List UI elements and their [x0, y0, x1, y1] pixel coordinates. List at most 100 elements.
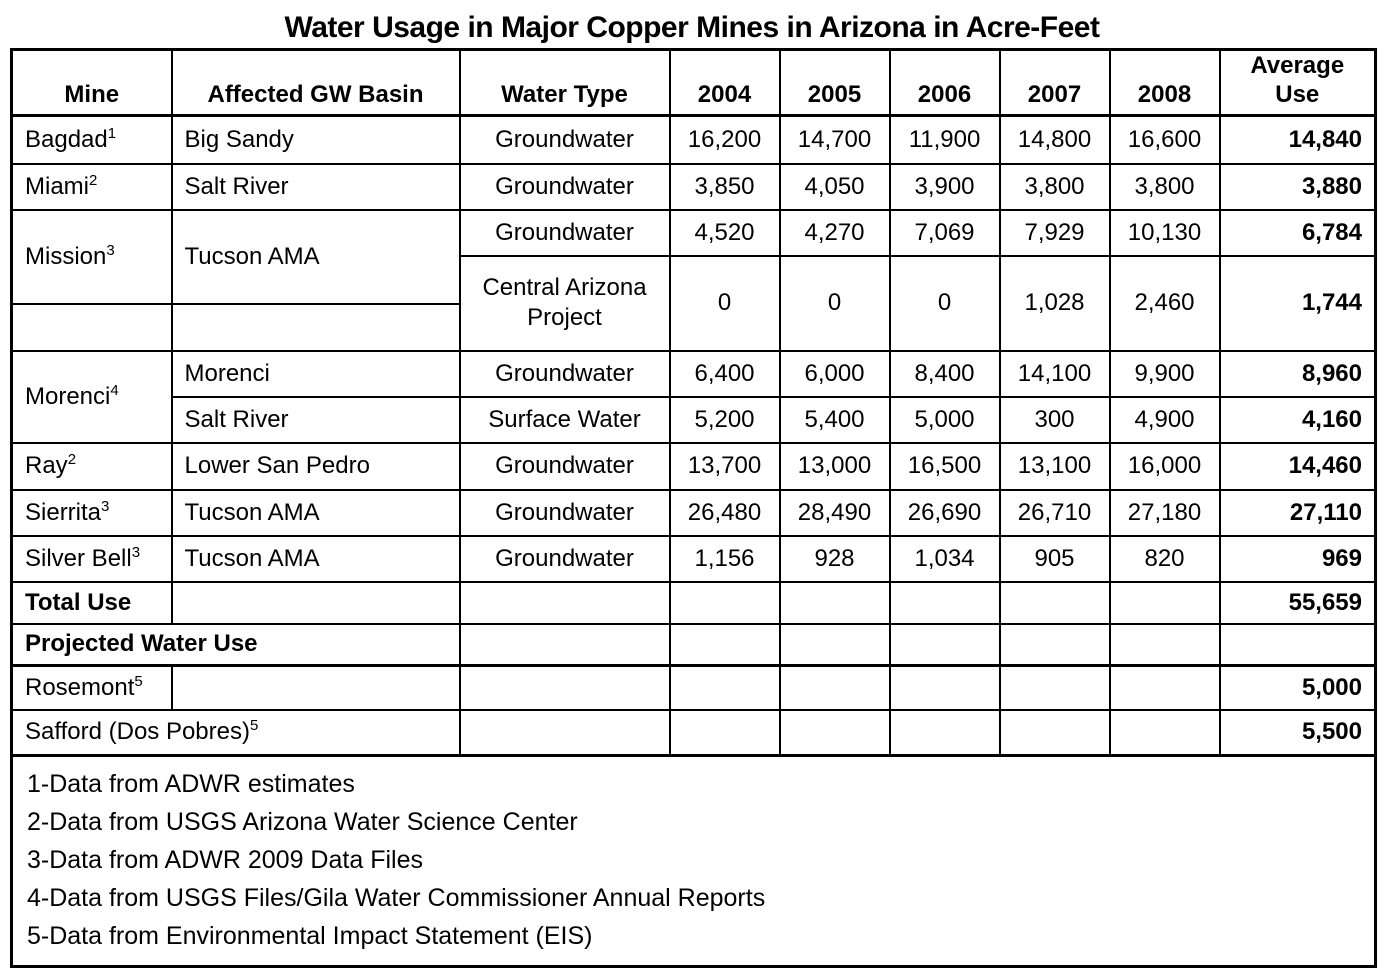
- mine-name: Safford (Dos Pobres): [25, 718, 250, 746]
- footnote-ref: 1: [107, 124, 117, 142]
- water-usage-table: Mine Affected GW Basin Water Type 2004 2…: [10, 48, 1377, 968]
- average-cell: 969: [1218, 534, 1377, 583]
- year-2006-cell: 0: [888, 254, 1001, 352]
- year-2007-cell: 14,800: [998, 114, 1111, 165]
- water-type-cell: Groundwater: [458, 441, 671, 491]
- year-2007-cell-empty: [998, 664, 1111, 711]
- col-header-average-use: Average Use: [1218, 48, 1377, 117]
- mine-name: Miami: [25, 172, 89, 200]
- water-type-cell-empty: [458, 664, 671, 711]
- col-header-2005: 2005: [778, 48, 891, 117]
- row-morenci-groundwater: Morenci4 Morenci Groundwater 6,400 6,000…: [10, 349, 1377, 444]
- mine-cell: Miami2: [10, 162, 173, 211]
- footnote-ref: 3: [101, 497, 110, 515]
- row-morenci-surface: Salt River Surface Water 5,200 5,400 5,0…: [12, 395, 1377, 444]
- year-2008-cell: 16,600: [1108, 114, 1221, 165]
- year-2007-cell: 7,929: [998, 208, 1111, 257]
- basin-cell: Lower San Pedro: [170, 441, 461, 491]
- basin-cell: Morenci: [170, 349, 461, 398]
- table-title: Water Usage in Major Copper Mines in Ari…: [284, 11, 1100, 44]
- safford-value-cell: 5,500: [1218, 708, 1377, 757]
- year-2006-cell-empty: [888, 580, 1001, 625]
- year-2005-cell: 28,490: [778, 488, 891, 537]
- water-type-cell-empty: [458, 622, 671, 667]
- water-type-cell: Groundwater: [458, 208, 671, 257]
- col-header-basin: Affected GW Basin: [170, 48, 461, 117]
- average-cell: 27,110: [1218, 488, 1377, 537]
- col-header-mine: Mine: [10, 48, 173, 117]
- year-2007-cell: 300: [998, 395, 1111, 444]
- mine-cell: Mission3: [10, 208, 173, 305]
- year-2007-cell: 13,100: [998, 441, 1111, 491]
- year-2006-cell-empty: [888, 708, 1001, 757]
- year-2008-cell: 9,900: [1108, 349, 1221, 398]
- row-safford: Safford (Dos Pobres)5 5,500: [10, 708, 1377, 757]
- year-2006-cell: 26,690: [888, 488, 1001, 537]
- footnote-2: 2-Data from USGS Arizona Water Science C…: [27, 808, 578, 836]
- year-2006-cell-empty: [888, 622, 1001, 667]
- year-2006-cell: 3,900: [888, 162, 1001, 211]
- mine-name: Sierrita: [25, 498, 102, 526]
- average-cell: 3,880: [1218, 162, 1377, 211]
- average-cell: 14,460: [1218, 441, 1377, 491]
- row-sierrita: Sierrita3 Tucson AMA Groundwater 26,480 …: [10, 488, 1377, 537]
- year-2004-cell: 13,700: [668, 441, 781, 491]
- mine-cell: Bagdad1: [10, 114, 173, 165]
- footnote-5: 5-Data from Environmental Impact Stateme…: [27, 922, 593, 950]
- year-2006-cell: 16,500: [888, 441, 1001, 491]
- year-2007-cell: 905: [998, 534, 1111, 583]
- average-cell: 1,744: [1218, 254, 1377, 352]
- year-2005-cell: 4,270: [778, 208, 891, 257]
- col-header-2008: 2008: [1108, 48, 1221, 117]
- water-type-cell: Groundwater: [458, 534, 671, 583]
- year-2004-cell: 4,520: [668, 208, 781, 257]
- year-2004-cell-empty: [668, 664, 781, 711]
- year-2004-cell: 26,480: [668, 488, 781, 537]
- row-mission-groundwater: Mission3 Tucson AMA Groundwater 4,520 4,…: [10, 208, 1377, 305]
- col-header-2007: 2007: [998, 48, 1111, 117]
- footnote-3: 3-Data from ADWR 2009 Data Files: [27, 846, 423, 874]
- year-2008-cell: 16,000: [1108, 441, 1221, 491]
- basin-cell: Salt River: [170, 162, 461, 211]
- mine-cell: Ray2: [10, 441, 173, 491]
- row-bagdad: Bagdad1 Big Sandy Groundwater 16,200 14,…: [10, 114, 1377, 165]
- mine-name: Ray: [25, 452, 68, 479]
- average-cell-empty: [1218, 622, 1377, 667]
- water-type-cell: Groundwater: [458, 488, 671, 537]
- year-2006-cell: 11,900: [888, 114, 1001, 165]
- footnote-4: 4-Data from USGS Files/Gila Water Commis…: [27, 884, 766, 912]
- year-2008-cell: 27,180: [1108, 488, 1221, 537]
- row-total-use: Total Use 55,659: [10, 580, 1377, 625]
- mine-name: Bagdad: [25, 125, 108, 153]
- year-2005-cell-empty: [778, 708, 891, 757]
- mine-cell-empty: [10, 302, 173, 352]
- basin-cell: Salt River: [170, 395, 461, 444]
- mine-name: Mission: [25, 242, 107, 270]
- footnote-ref: 3: [131, 543, 141, 561]
- row-ray: Ray2 Lower San Pedro Groundwater 13,700 …: [10, 441, 1377, 491]
- water-type-cell: Groundwater: [458, 114, 671, 165]
- basin-cell-empty: [170, 580, 461, 625]
- year-2004-cell-empty: [668, 622, 781, 667]
- basin-cell: Tucson AMA: [170, 488, 461, 537]
- footnote-1: 1-Data from ADWR estimates: [27, 770, 355, 798]
- water-type-cell-empty: [458, 580, 671, 625]
- year-2006-cell: 5,000: [888, 395, 1001, 444]
- basin-cell: Tucson AMA: [170, 534, 461, 583]
- row-mission-cap: Central Arizona Project 0 0 0 1,028 2,46…: [12, 254, 1377, 352]
- basin-cell-empty: [170, 664, 461, 711]
- row-miami: Miami2 Salt River Groundwater 3,850 4,05…: [10, 162, 1377, 211]
- year-2005-cell: 928: [778, 534, 891, 583]
- footnote-ref: 2: [89, 171, 98, 189]
- year-2004-cell-empty: [668, 580, 781, 625]
- total-use-label-cell: Total Use: [10, 580, 173, 625]
- col-header-water-type: Water Type: [458, 48, 671, 117]
- rosemont-value-cell: 5,000: [1218, 664, 1377, 711]
- water-type-cell: Central Arizona Project: [458, 254, 671, 352]
- year-2008-cell-empty: [1108, 580, 1221, 625]
- year-2006-cell: 1,034: [888, 534, 1001, 583]
- row-mission-empty: [10, 302, 1376, 352]
- year-2007-cell: 14,100: [998, 349, 1111, 398]
- col-header-2004: 2004: [668, 48, 781, 117]
